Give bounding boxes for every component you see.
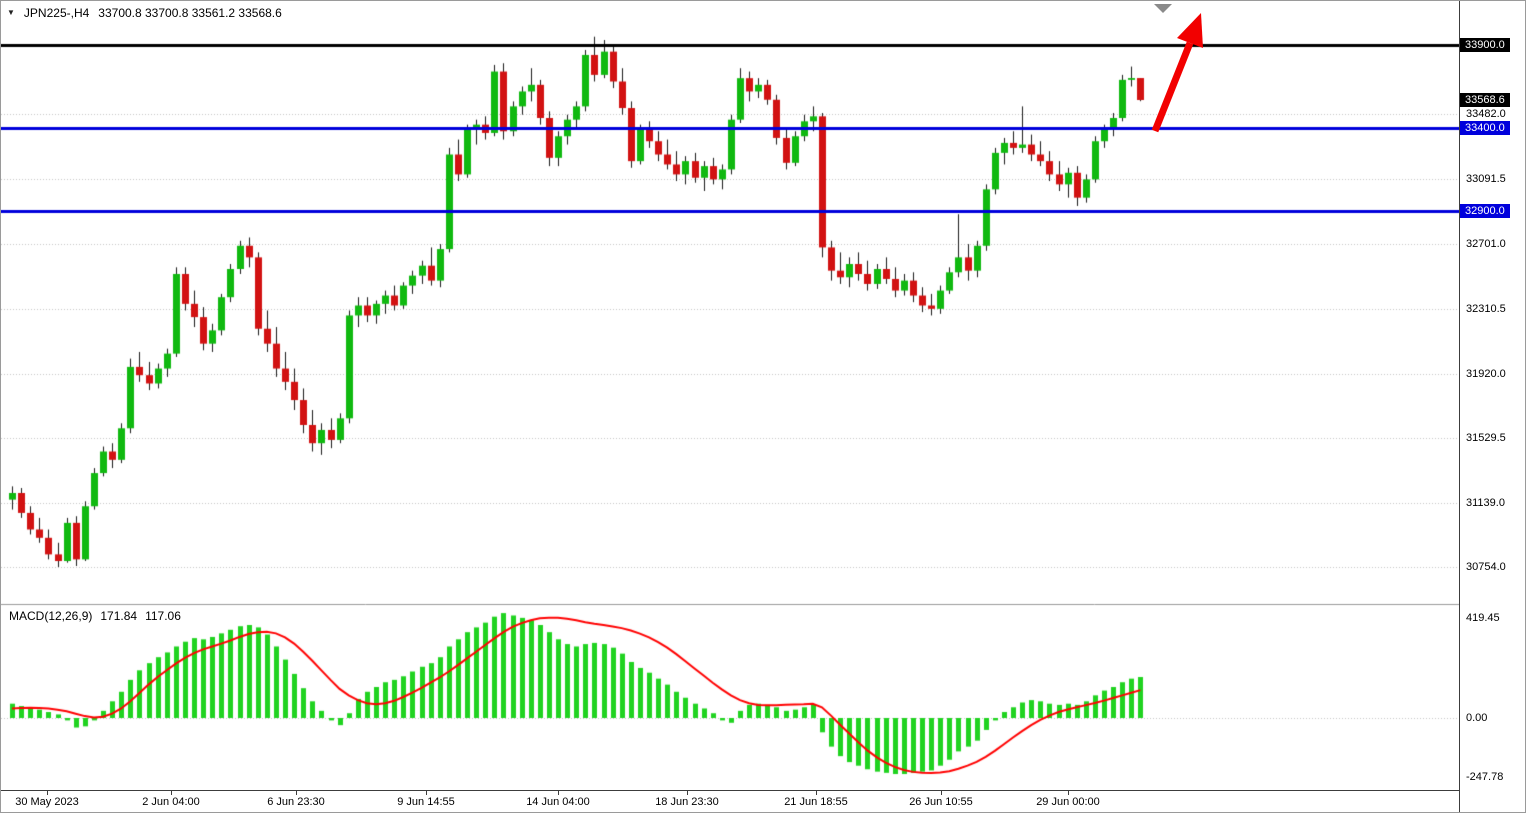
macd-axis-label: 0.00 (1466, 712, 1488, 724)
time-axis[interactable]: 30 May 2023 2 Jun 04:00 6 Jun 23:30 9 Jun 1… (1, 790, 1459, 812)
price-flag-label: 33568.6 (1460, 92, 1510, 107)
price-axis-label: 32701.0 (1466, 237, 1506, 250)
time-axis-label: 14 Jun 04:00 (526, 796, 590, 808)
time-axis-label: 2 Jun 04:00 (142, 796, 200, 808)
price-axis-label: 33091.5 (1466, 173, 1506, 186)
time-axis-tick (687, 791, 688, 795)
time-axis-label: 26 Jun 10:55 (909, 796, 973, 808)
ohlc-readout: 33700.8 33700.8 33561.2 33568.6 (98, 6, 282, 20)
time-axis-tick (1068, 791, 1069, 795)
time-axis-tick (941, 791, 942, 795)
price-axis-label: 31529.5 (1466, 432, 1506, 445)
time-axis-label: 9 Jun 14:55 (397, 796, 455, 808)
symbol-dropdown-icon[interactable]: ▼ (7, 8, 15, 17)
price-axis-label: 31920.0 (1466, 367, 1506, 380)
time-axis-tick (426, 791, 427, 795)
price-flag-label: 33900.0 (1460, 38, 1510, 52)
time-axis-tick (171, 791, 172, 795)
macd-name: MACD(12,26,9) (9, 609, 93, 623)
time-axis-tick (558, 791, 559, 795)
macd-axis-label: -247.78 (1466, 771, 1504, 784)
chart-title-bar: ▼ JPN225-,H4 33700.8 33700.8 33561.2 335… (7, 6, 282, 20)
price-axis[interactable]: 33900.0 33568.6 33482.0 33400.0 33091.5 32900… (1459, 1, 1525, 812)
time-axis-label: 6 Jun 23:30 (267, 796, 325, 808)
time-axis-tick (296, 791, 297, 795)
price-axis-label: 32310.5 (1466, 302, 1506, 315)
macd-signal-value: 117.06 (145, 609, 181, 623)
price-axis-label: 31139.0 (1466, 497, 1505, 510)
symbol-period-label: JPN225-,H4 (23, 6, 90, 20)
macd-axis-label: 419.45 (1466, 612, 1500, 624)
time-axis-label: 18 Jun 23:30 (655, 796, 719, 808)
price-flag-label: 32900.0 (1460, 203, 1510, 218)
price-flag-label: 33400.0 (1460, 120, 1510, 135)
price-axis-label: 30754.0 (1466, 561, 1506, 573)
time-axis-label: 29 Jun 00:00 (1036, 796, 1100, 808)
main-chart-canvas[interactable] (1, 1, 1459, 790)
macd-indicator-label: MACD(12,26,9) 171.84 117.06 (9, 609, 181, 623)
time-axis-tick (816, 791, 817, 795)
time-axis-label: 30 May 2023 (15, 796, 79, 808)
time-axis-label: 21 Jun 18:55 (784, 796, 848, 808)
time-axis-tick (47, 791, 48, 795)
macd-main-value: 171.84 (100, 609, 138, 623)
price-axis-label: 33482.0 (1466, 108, 1506, 121)
